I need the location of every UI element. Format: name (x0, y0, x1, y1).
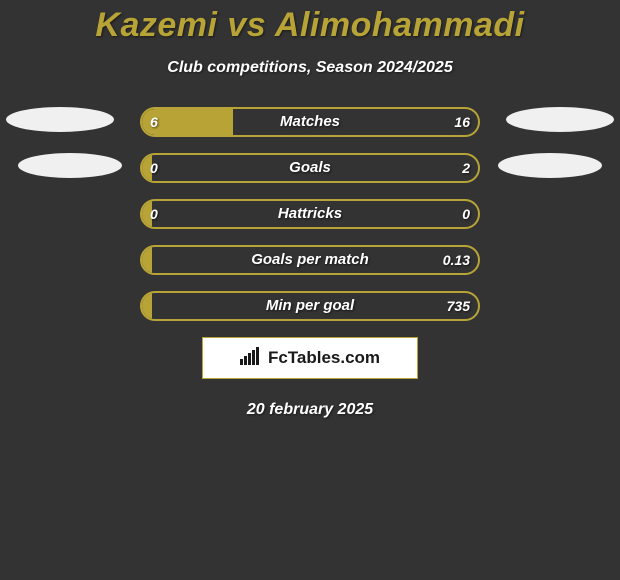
stat-bar-fill (142, 201, 152, 227)
stat-bar-track (140, 245, 480, 275)
stat-bar-fill (142, 109, 233, 135)
stat-row: Goals02 (0, 153, 620, 183)
comparison-chart: Matches616 Goals02 Hattricks00 Goals per ma… (0, 107, 620, 321)
stat-row: Matches616 (0, 107, 620, 137)
stat-bar-fill (142, 293, 152, 319)
stat-bar-fill (142, 247, 152, 273)
attribution-text: FcTables.com (268, 348, 380, 368)
stat-row: Hattricks00 (0, 199, 620, 229)
attribution-box: FcTables.com (202, 337, 418, 379)
stat-bar-track (140, 153, 480, 183)
stat-bar-track (140, 107, 480, 137)
date-label: 20 february 2025 (0, 401, 620, 419)
stat-row: Min per goal735 (0, 291, 620, 321)
stat-bar-track (140, 199, 480, 229)
stat-bar-fill (142, 155, 152, 181)
page-title: Kazemi vs Alimohammadi (0, 0, 620, 45)
stat-row: Goals per match0.13 (0, 245, 620, 275)
attribution-chart-icon (240, 347, 262, 370)
subtitle: Club competitions, Season 2024/2025 (0, 59, 620, 77)
stat-bar-track (140, 291, 480, 321)
